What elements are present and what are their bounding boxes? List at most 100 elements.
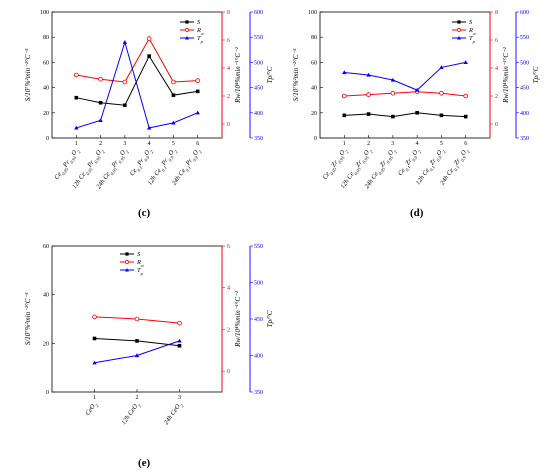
- tp-tick-label: 600: [254, 10, 263, 16]
- point-s: [366, 112, 371, 116]
- x-tick-label: 4: [148, 141, 151, 147]
- rw-tick-label: 6: [495, 38, 498, 44]
- rw-tick-label: 0: [227, 369, 230, 375]
- left-axis-title: S/10⁷%²min⁻²°C⁻³: [292, 48, 300, 101]
- x-tick-label: 2: [99, 141, 102, 147]
- point-rw: [98, 76, 103, 82]
- left-tick-label: 100: [308, 10, 317, 16]
- left-tick-label: 20: [43, 111, 49, 117]
- legend-label-s: S: [137, 251, 141, 258]
- legend-marker: [184, 27, 190, 33]
- x-tick-label: 1: [343, 141, 346, 147]
- left-tick-label: 0: [46, 136, 49, 142]
- point-tp: [463, 60, 468, 64]
- tp-tick-label: 500: [254, 281, 263, 287]
- x-tick-label: 4: [416, 141, 419, 147]
- point-tp: [366, 72, 371, 77]
- x-tick-label: 3: [391, 141, 394, 147]
- x-tick-label: 6: [196, 141, 199, 147]
- left-tick-label: 80: [311, 35, 317, 41]
- point-s: [98, 100, 103, 105]
- point-rw: [177, 320, 182, 326]
- category-label: 24h CeO2: [163, 401, 185, 427]
- rw-tick-label: 4: [227, 286, 230, 292]
- left-tick-label: 40: [43, 86, 49, 92]
- point-rw: [122, 79, 128, 85]
- point-tp: [195, 110, 200, 115]
- category-label: Ce0.1Zr0.9O2: [397, 147, 423, 178]
- point-s: [177, 343, 182, 348]
- point-s: [147, 54, 151, 58]
- panel-e: 0 20 40 60 0 2 4 6 350 400 450 500 550 S/10⁷%²min⁻²°C…: [24, 244, 274, 427]
- category-label: 12h Ce0.05Zr0.95O2: [339, 147, 374, 191]
- left-tick-label: 0: [314, 136, 317, 142]
- rw-tick-label: 2: [495, 94, 498, 100]
- legend-label-tp: Tp: [469, 35, 476, 44]
- category-label: Ce0.1Pr0.9O2: [129, 147, 155, 179]
- legend-marker: [185, 20, 189, 24]
- tp-tick-label: 600: [520, 10, 529, 16]
- panel-d: 0 20 40 60 80 100 0 2 4 6 8 350 400 450 500 550 600 S/10⁷…: [292, 10, 540, 191]
- rw-tick-label: 2: [227, 327, 230, 333]
- point-tp: [177, 338, 182, 343]
- legend-marker: [456, 27, 462, 33]
- tp-tick-label: 550: [254, 244, 263, 250]
- point-s: [171, 93, 176, 97]
- legend-label-tp: Tp: [137, 267, 144, 276]
- category-label: CeO2: [84, 401, 100, 418]
- point-tp: [439, 65, 444, 70]
- left-tick-label: 0: [46, 390, 49, 396]
- rw-tick-label: 6: [227, 38, 230, 44]
- series-line-s: [76, 55, 198, 106]
- left-tick-label: 80: [43, 35, 49, 41]
- point-rw: [171, 79, 176, 85]
- rw-tick-label: 0: [495, 122, 498, 128]
- legend-marker: [125, 268, 129, 272]
- x-tick-label: 5: [440, 141, 443, 147]
- left-tick-label: 20: [43, 341, 49, 347]
- left-tick-label: 60: [43, 60, 49, 66]
- legend-label-rw: Rw: [136, 259, 144, 268]
- point-tp: [92, 360, 97, 365]
- left-tick-label: 20: [311, 111, 317, 117]
- point-tp: [146, 125, 152, 130]
- point-s: [123, 103, 127, 108]
- x-tick-label: 3: [123, 141, 126, 147]
- point-s: [74, 95, 79, 100]
- rw-tick-label: 2: [227, 94, 230, 100]
- rw-tick-label: 6: [227, 244, 230, 250]
- panel-c-label: (c): [138, 207, 151, 219]
- point-rw: [463, 93, 469, 99]
- tp-tick-label: 450: [520, 86, 529, 92]
- plot-frame: [319, 11, 491, 139]
- series-line-rw: [344, 91, 466, 97]
- left-tick-label: 60: [43, 244, 49, 250]
- tp-axis-title: Tp/°C: [266, 66, 274, 83]
- point-tp: [171, 120, 176, 125]
- point-tp: [122, 40, 128, 44]
- tp-tick-label: 550: [520, 35, 529, 41]
- point-rw: [439, 90, 444, 96]
- series-line-s: [344, 112, 466, 118]
- panel-e-label: (e): [138, 457, 151, 469]
- left-tick-label: 60: [311, 60, 317, 66]
- x-tick-label: 1: [75, 141, 78, 147]
- series-line-tp: [344, 61, 466, 91]
- legend-label-s: S: [197, 19, 201, 26]
- left-axis-title: S/10⁷%²min⁻²°C⁻³: [24, 48, 32, 101]
- tp-tick-label: 350: [254, 390, 263, 396]
- rw-axis-title: Rw/10⁴%min⁻¹°C⁻²: [234, 290, 242, 348]
- point-tp: [390, 77, 396, 82]
- tp-tick-label: 550: [254, 35, 263, 41]
- legend-marker: [457, 20, 461, 24]
- point-tp: [98, 118, 103, 122]
- point-tp: [74, 125, 79, 130]
- left-axis-title: S/10⁷%²min⁻²°C⁻³: [24, 292, 32, 345]
- tp-tick-label: 450: [254, 86, 263, 92]
- rw-tick-label: 8: [495, 10, 498, 16]
- x-tick-label: 2: [136, 395, 139, 401]
- point-rw: [366, 92, 371, 97]
- category-label: 12h Ce0.1Zr0.9O2: [415, 147, 447, 188]
- tp-axis-title: Tp/°C: [532, 66, 540, 83]
